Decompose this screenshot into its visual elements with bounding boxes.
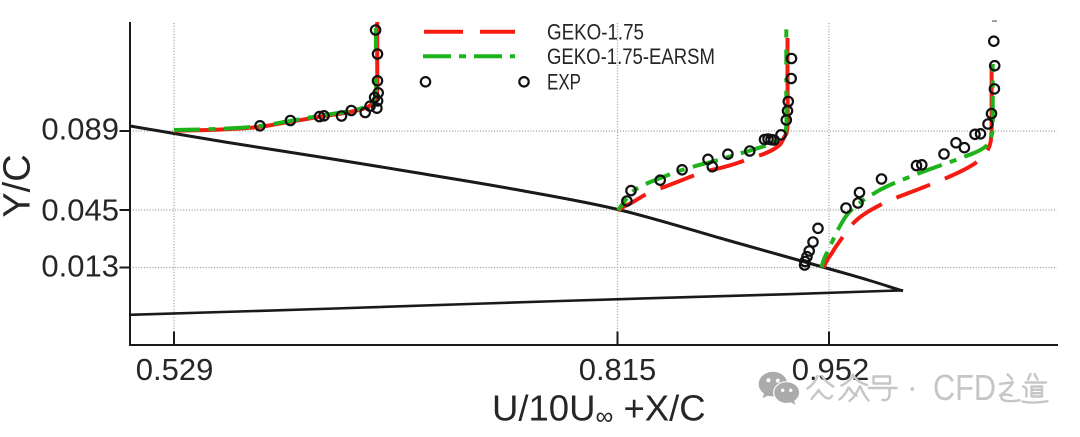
svg-text:CFD: CFD bbox=[933, 367, 996, 408]
svg-text:0.045: 0.045 bbox=[41, 193, 119, 228]
svg-text:0.815: 0.815 bbox=[579, 352, 657, 387]
svg-text:0.529: 0.529 bbox=[136, 352, 214, 387]
svg-text:0.952: 0.952 bbox=[792, 352, 870, 387]
svg-text:GEKO-1.75: GEKO-1.75 bbox=[547, 20, 644, 45]
svg-text:Y/C: Y/C bbox=[0, 154, 39, 217]
svg-text:0.013: 0.013 bbox=[41, 249, 119, 284]
svg-text:GEKO-1.75-EARSM: GEKO-1.75-EARSM bbox=[547, 44, 715, 69]
svg-text:0.089: 0.089 bbox=[41, 112, 119, 147]
svg-text:EXP: EXP bbox=[547, 70, 581, 95]
